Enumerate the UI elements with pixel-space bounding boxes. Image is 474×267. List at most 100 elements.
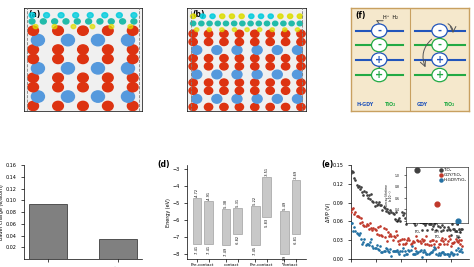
GDY/TiO₂ (455, 238, 463, 242)
TiO₂ (446, 228, 454, 232)
GDY/TiO₂ (411, 246, 419, 250)
H-GDY/TiO₂ (435, 251, 442, 255)
Circle shape (240, 21, 245, 26)
Text: +: + (375, 70, 383, 80)
Circle shape (220, 103, 228, 111)
GDY/TiO₂ (456, 242, 464, 246)
TiO₂ (430, 222, 438, 226)
Circle shape (78, 83, 88, 92)
Circle shape (189, 54, 197, 62)
TiO₂ (397, 219, 404, 223)
GDY/TiO₂ (398, 237, 405, 241)
GDY/TiO₂ (458, 244, 466, 248)
Circle shape (297, 87, 305, 94)
GDY/TiO₂ (347, 210, 355, 214)
Circle shape (245, 28, 249, 32)
H-GDY/TiO₂ (391, 249, 399, 253)
TiO₂ (425, 221, 432, 226)
GDY/TiO₂ (376, 224, 384, 228)
TiO₂ (433, 227, 440, 232)
TiO₂ (376, 203, 384, 207)
Bar (222, 209, 230, 245)
Circle shape (28, 26, 38, 35)
Bar (280, 211, 289, 254)
Circle shape (251, 38, 259, 46)
Text: -4.72: -4.72 (195, 187, 199, 197)
Circle shape (272, 46, 282, 54)
Circle shape (297, 63, 305, 70)
H-GDY/TiO₂ (375, 248, 383, 253)
TiO₂ (427, 221, 435, 226)
Circle shape (235, 103, 244, 111)
GDY/TiO₂ (457, 238, 465, 242)
Text: -7.41: -7.41 (195, 245, 199, 254)
H-GDY/TiO₂ (388, 254, 395, 258)
TiO₂ (367, 192, 375, 197)
Circle shape (215, 21, 220, 26)
GDY/TiO₂ (425, 242, 432, 247)
TiO₂ (383, 207, 391, 211)
GDY/TiO₂ (358, 219, 366, 224)
TiO₂ (372, 200, 379, 205)
TiO₂ (456, 230, 464, 234)
H-GDY/TiO₂ (384, 249, 392, 253)
GDY/TiO₂ (449, 241, 457, 246)
H-GDY/TiO₂ (350, 225, 358, 229)
H-GDY/TiO₂ (374, 247, 382, 251)
H-GDY/TiO₂ (370, 246, 377, 250)
Circle shape (44, 13, 49, 18)
Circle shape (432, 24, 447, 37)
H-GDY/TiO₂ (359, 239, 367, 244)
Circle shape (102, 54, 113, 64)
GDY/TiO₂ (381, 235, 388, 239)
H-GDY/TiO₂ (451, 252, 458, 256)
Circle shape (128, 73, 138, 83)
TiO₂ (377, 203, 385, 207)
Circle shape (372, 38, 387, 52)
Circle shape (282, 87, 290, 94)
GDY/TiO₂ (377, 233, 385, 237)
GDY/TiO₂ (448, 241, 456, 245)
TiO₂ (421, 222, 429, 227)
Bar (233, 208, 242, 234)
GDY/TiO₂ (362, 224, 369, 228)
Circle shape (251, 79, 259, 86)
TiO₂ (392, 210, 400, 214)
GDY/TiO₂ (415, 239, 422, 244)
Circle shape (219, 14, 225, 18)
GDY/TiO₂ (375, 233, 383, 237)
GDY/TiO₂ (363, 222, 370, 226)
Circle shape (91, 91, 104, 102)
Text: Pre-contact: Pre-contact (191, 263, 215, 267)
GDY/TiO₂ (403, 238, 411, 242)
H-GDY/TiO₂ (352, 229, 359, 234)
Circle shape (128, 26, 138, 35)
GDY/TiO₂ (452, 237, 459, 241)
H-GDY/TiO₂ (434, 253, 441, 257)
Circle shape (28, 83, 38, 92)
H-GDY/TiO₂ (417, 248, 424, 253)
Circle shape (220, 87, 228, 94)
H-GDY/TiO₂ (364, 242, 372, 246)
GDY/TiO₂ (445, 234, 453, 238)
GDY/TiO₂ (391, 235, 399, 239)
Circle shape (266, 63, 274, 70)
GDY/TiO₂ (370, 226, 377, 230)
GDY/TiO₂ (428, 238, 436, 243)
Circle shape (292, 95, 302, 103)
Bar (263, 177, 271, 217)
Circle shape (297, 79, 305, 86)
H-GDY/TiO₂ (453, 252, 460, 256)
GDY/TiO₂ (367, 226, 375, 230)
GDY/TiO₂ (385, 234, 393, 238)
Circle shape (292, 70, 302, 79)
Circle shape (78, 54, 88, 64)
Circle shape (210, 14, 215, 18)
GDY/TiO₂ (355, 214, 363, 219)
Circle shape (58, 13, 64, 18)
TiO₂ (361, 189, 368, 193)
GDY/TiO₂ (409, 239, 417, 243)
H-GDY/TiO₂ (353, 231, 360, 235)
TiO₂ (384, 209, 392, 214)
H-GDY/TiO₂ (386, 247, 394, 251)
